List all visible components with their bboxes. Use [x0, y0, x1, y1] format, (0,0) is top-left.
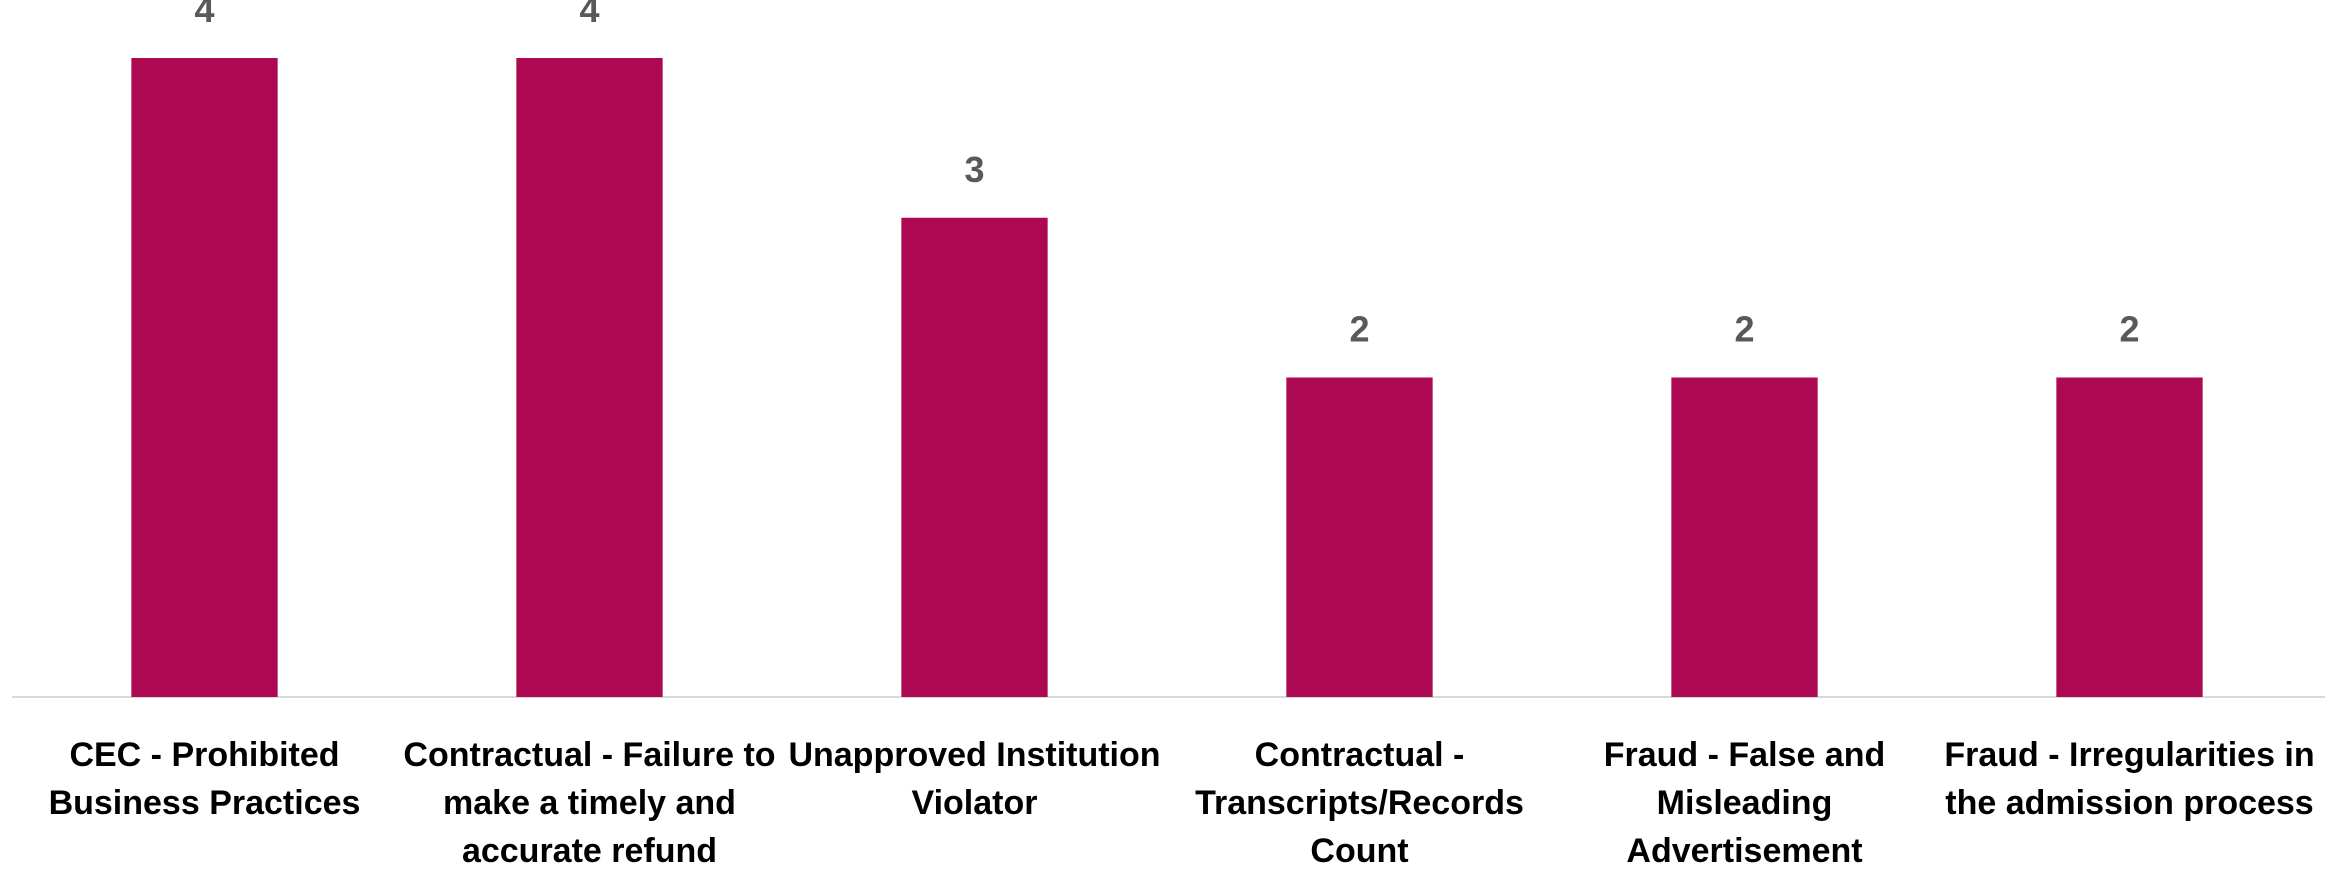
data-label: 2 — [1734, 309, 1754, 350]
data-label: 4 — [579, 0, 599, 30]
x-tick-label: Unapproved Institution Violator — [788, 736, 1161, 822]
x-tick-label: Contractual - Transcripts/Records Count — [1195, 736, 1524, 870]
x-tick-label: Contractual - Failure to make a timely a… — [403, 736, 776, 870]
data-label: 3 — [964, 149, 984, 190]
x-tick-label: Fraud - False and Misleading Advertiseme… — [1603, 736, 1886, 870]
bar — [131, 58, 278, 697]
bar — [2056, 377, 2203, 697]
x-tick-label: Fraud - Irregularities in the admission … — [1944, 736, 2315, 822]
bar — [1286, 377, 1433, 697]
data-label: 4 — [194, 0, 214, 30]
bar — [516, 58, 663, 697]
x-tick-label: CEC - Prohibited Business Practices — [48, 736, 361, 822]
bar — [1671, 377, 1818, 697]
data-label: 2 — [2119, 309, 2139, 350]
data-label: 2 — [1349, 309, 1369, 350]
bar — [901, 217, 1048, 697]
